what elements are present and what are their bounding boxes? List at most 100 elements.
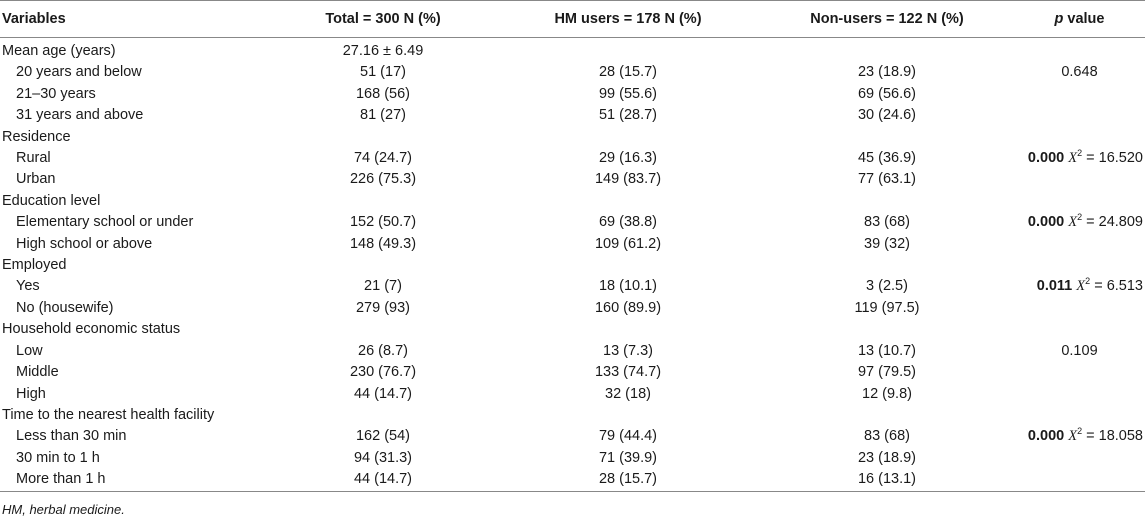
table-row: High 44 (14.7) 32 (18) 12 (9.8) (0, 384, 1145, 405)
cell-p-value (1014, 362, 1145, 383)
cell-p-value (1014, 234, 1145, 255)
cell-total: 44 (14.7) (270, 469, 496, 492)
table-row: 21–30 years 168 (56) 99 (55.6) 69 (56.6) (0, 84, 1145, 105)
table-row: 20 years and below 51 (17) 28 (15.7) 23 (18… (0, 62, 1145, 83)
cell-hm-users: 99 (55.6) (598, 85, 658, 102)
chi-square-value: 18.058 (1098, 428, 1143, 445)
table-body: Mean age (years) 27.16 ± 6.49 20 years and… (0, 38, 1145, 492)
row-label: Mean age (years) (2, 43, 116, 59)
cell-non-users: 23 (18.9) (857, 64, 917, 81)
significant-p-value: 0.011 (1036, 278, 1073, 295)
significant-p-value: 0.000 (1027, 150, 1065, 167)
cell-p-value (1014, 127, 1145, 148)
row-label: Household economic status (2, 321, 181, 338)
row-label: High school or above (16, 235, 153, 252)
cell-p-value: 0.648 (1061, 64, 1098, 81)
cell-non-users: 119 (97.5) (854, 299, 920, 316)
cell-non-users: 16 (13.1) (760, 469, 1014, 492)
cell-hm-users: 109 (61.2) (594, 235, 662, 252)
p-word: value (1063, 11, 1105, 27)
chi-square-superscript: 2 (1077, 148, 1083, 159)
cell-hm-users (496, 405, 760, 426)
cell-hm-users: 28 (15.7) (598, 64, 658, 81)
cell-total: 279 (93) (355, 299, 410, 316)
table-row: Yes 21 (7) 18 (10.1) 3 (2.5) 0.011 X2 = 6.51… (0, 276, 1145, 297)
table-row: Time to the nearest health facility (0, 405, 1145, 426)
cell-total: 81 (27) (360, 107, 406, 124)
row-label: 20 years and below (16, 64, 142, 81)
cell-total (270, 405, 496, 426)
cell-total: 44 (14.7) (353, 385, 413, 402)
table-row: Education level (0, 191, 1145, 212)
table-row: Employed (0, 255, 1145, 276)
cell-p-value (1014, 38, 1145, 63)
cell-total: 74 (24.7) (353, 150, 413, 167)
cell-p-value: 0.109 (1061, 342, 1098, 359)
table-row: No (housewife) 279 (93) 160 (89.9) 119 (97.… (0, 298, 1145, 319)
chi-square-equals: = (1082, 150, 1099, 167)
cell-total (270, 191, 496, 212)
header-row: Variables Total = 300 N (%) HM users = 1… (0, 0, 1145, 38)
table-footnote: HM, herbal medicine. (2, 501, 125, 517)
table-header: Variables Total = 300 N (%) HM users = 1… (0, 0, 1145, 38)
cell-total: 162 (54) (355, 428, 410, 445)
chi-square-value: 6.513 (1106, 278, 1143, 295)
table-row: High school or above 148 (49.3) 109 (61.2)… (0, 234, 1145, 255)
header-total: Total = 300 N (%) (270, 0, 496, 38)
row-label: Education level (2, 192, 101, 209)
chi-square-equals: = (1082, 214, 1099, 231)
cell-p-value (1014, 191, 1145, 212)
header-hm-users: HM users = 178 N (%) (496, 0, 760, 38)
cell-hm-users (496, 38, 760, 63)
cell-total: 226 (75.3) (349, 171, 417, 188)
cell-p-value (1014, 448, 1145, 469)
chi-square-symbol: X (1068, 214, 1078, 231)
cell-p-value (1014, 169, 1145, 190)
row-label: Employed (2, 257, 67, 274)
cell-non-users: 3 (2.5) (866, 278, 908, 295)
cell-non-users (760, 255, 1014, 276)
cell-total: 26 (8.7) (358, 342, 408, 359)
cell-hm-users (496, 255, 760, 276)
chi-square-superscript: 2 (1077, 426, 1083, 437)
cell-non-users: 45 (36.9) (857, 150, 917, 167)
cell-total: 27.16 ± 6.49 (342, 43, 424, 59)
cell-hm-users: 29 (16.3) (598, 150, 658, 167)
header-p-value: p value (1014, 0, 1145, 38)
cell-non-users (760, 319, 1014, 340)
cell-p-value (1014, 405, 1145, 426)
row-label: Low (16, 342, 43, 359)
cell-hm-users: 133 (74.7) (594, 364, 662, 381)
row-label: Urban (16, 171, 56, 188)
table-row: Household economic status (0, 319, 1145, 340)
table-row: Middle 230 (76.7) 133 (74.7) 97 (79.5) (0, 362, 1145, 383)
cell-hm-users: 13 (7.3) (603, 342, 653, 359)
table-row: 30 min to 1 h 94 (31.3) 71 (39.9) 23 (18.9) (0, 448, 1145, 469)
cell-total: 94 (31.3) (353, 449, 413, 466)
cell-non-users: 83 (68) (864, 428, 910, 445)
cell-total: 148 (49.3) (349, 235, 417, 252)
table-row: Mean age (years) 27.16 ± 6.49 (0, 38, 1145, 63)
cell-hm-users: 71 (39.9) (598, 449, 658, 466)
chi-square-superscript: 2 (1085, 276, 1091, 287)
cell-p-value: 0.000 X2 = 16.520 (1014, 148, 1145, 169)
table-row: Less than 30 min 162 (54) 79 (44.4) 83 (68)… (0, 426, 1145, 447)
row-label: 31 years and above (16, 107, 144, 124)
table-row: 31 years and above 81 (27) 51 (28.7) 30 (24… (0, 105, 1145, 126)
cell-total: 21 (7) (364, 278, 402, 295)
chi-square-equals: = (1082, 428, 1099, 445)
chi-square-value: 16.520 (1098, 150, 1143, 167)
cell-hm-users (496, 127, 760, 148)
cell-non-users: 23 (18.9) (857, 449, 917, 466)
cell-non-users (760, 127, 1014, 148)
cell-hm-users (496, 191, 760, 212)
cell-non-users: 39 (32) (864, 235, 910, 252)
cell-non-users: 13 (10.7) (857, 342, 917, 359)
cell-total (270, 127, 496, 148)
cell-non-users (760, 405, 1014, 426)
chi-square-symbol: X (1068, 150, 1078, 167)
cell-non-users: 83 (68) (864, 214, 910, 231)
demographics-table: Variables Total = 300 N (%) HM users = 1… (0, 0, 1145, 492)
chi-square-equals: = (1090, 278, 1107, 295)
cell-non-users (760, 191, 1014, 212)
